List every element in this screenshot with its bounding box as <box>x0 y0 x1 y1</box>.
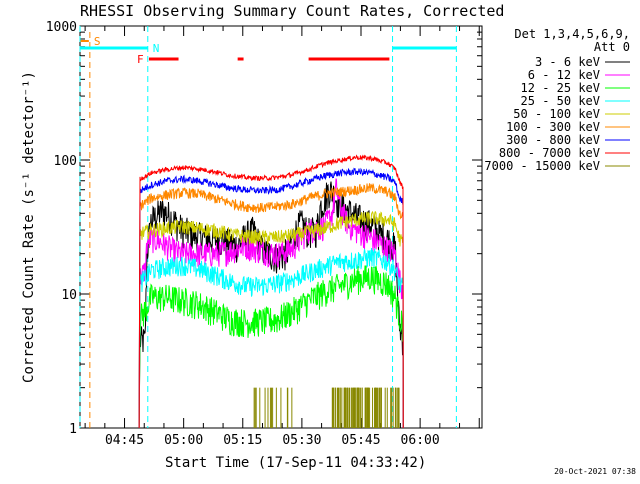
x-tick-label: 06:00 <box>401 433 440 448</box>
x-tick-label: 05:15 <box>223 433 262 448</box>
x-axis: 04:45 05:00 05:15 05:30 05:45 06:00 <box>84 26 480 448</box>
x-axis-label: Start Time (17-Sep-11 04:33:42) <box>165 455 426 471</box>
x-tick-label: 05:30 <box>282 433 321 448</box>
y-axis-label: Corrected Count Rate (s⁻¹ detector⁻¹) <box>21 71 37 383</box>
legend-label: 12 - 25 keV <box>521 81 600 95</box>
y-tick-label: 10 <box>61 288 77 303</box>
legend-label: 800 - 7000 keV <box>499 146 600 160</box>
legend-label: 6 - 12 keV <box>528 68 600 82</box>
y-tick-label: 1 <box>69 422 77 437</box>
x-tick-label: 05:45 <box>341 433 380 448</box>
legend-header-detectors: Det 1,3,4,5,6,9, <box>514 27 630 41</box>
annotations-layer: S NF <box>79 26 457 428</box>
legend-label: 3 - 6 keV <box>535 55 600 69</box>
series-line <box>138 210 404 429</box>
legend-label: 50 - 100 keV <box>513 107 600 121</box>
legend-header-attenuator: Att 0 <box>594 40 630 54</box>
saa-flag-label: S <box>94 35 101 48</box>
y-tick-label: 1000 <box>46 20 77 35</box>
series-line <box>138 167 404 429</box>
legend-label: 100 - 300 keV <box>506 120 600 134</box>
flare-flag-label: F <box>137 53 144 66</box>
y-tick-label: 100 <box>54 154 77 169</box>
series-layer <box>138 154 404 429</box>
legend-label: 7000 - 15000 keV <box>484 159 600 173</box>
footer-timestamp: 20-Oct-2021 07:38 <box>554 467 636 476</box>
series-line <box>138 154 404 429</box>
x-tick-label: 05:00 <box>164 433 203 448</box>
series-line <box>138 265 404 429</box>
series-line <box>138 247 404 429</box>
legend-label: 25 - 50 keV <box>521 94 600 108</box>
x-tick-label: 04:45 <box>105 433 144 448</box>
night-flag-label: N <box>153 42 160 55</box>
legend-label: 300 - 800 keV <box>506 133 600 147</box>
y-axis: 1 10 100 1000 <box>46 20 482 437</box>
chart-title: RHESSI Observing Summary Count Rates, Co… <box>80 2 504 20</box>
series-line <box>138 178 404 429</box>
series-line <box>138 183 404 429</box>
